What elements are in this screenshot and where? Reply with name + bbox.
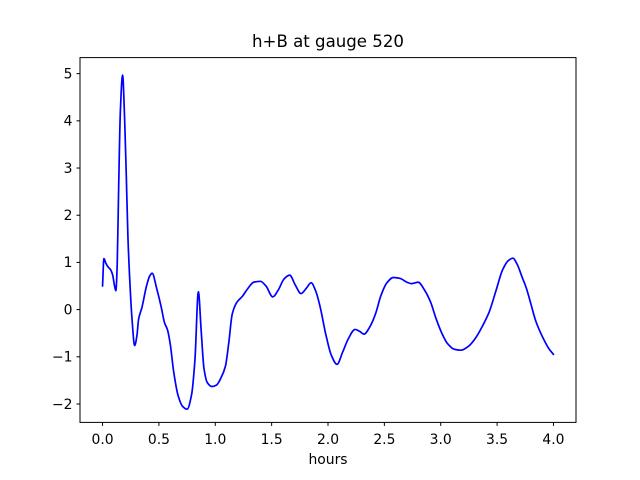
y-tick-label: 3 bbox=[64, 161, 73, 177]
x-axis-label: hours bbox=[308, 452, 347, 468]
series-line bbox=[101, 74, 555, 411]
x-tick-label: 1.5 bbox=[261, 432, 283, 448]
x-tick-label: 0.0 bbox=[91, 432, 113, 448]
y-tick-label: 4 bbox=[64, 114, 73, 130]
plot-area-frame bbox=[79, 57, 577, 423]
x-tick-label: 0.5 bbox=[148, 432, 170, 448]
y-tick-label: 2 bbox=[64, 208, 73, 224]
x-tick-label: 1.0 bbox=[204, 432, 226, 448]
y-tick-label: 5 bbox=[64, 66, 73, 82]
x-tick-label: 4.0 bbox=[542, 432, 564, 448]
axis-ticks: 0.0 0.5 1.0 1.5 2.0 2.5 3.0 3.5 4.0 −2 −1 0 1 2 3 4 5 bbox=[52, 66, 564, 447]
x-tick-label: 3.5 bbox=[486, 432, 508, 448]
chart-title: h+B at gauge 520 bbox=[252, 32, 404, 51]
y-tick-label: 0 bbox=[64, 302, 73, 318]
x-tick-label: 2.0 bbox=[317, 432, 339, 448]
x-tick-label: 3.0 bbox=[430, 432, 452, 448]
y-tick-label: −2 bbox=[52, 397, 72, 413]
x-tick-label: 2.5 bbox=[373, 432, 395, 448]
y-tick-label: −1 bbox=[52, 350, 72, 366]
y-tick-label: 1 bbox=[64, 255, 73, 271]
